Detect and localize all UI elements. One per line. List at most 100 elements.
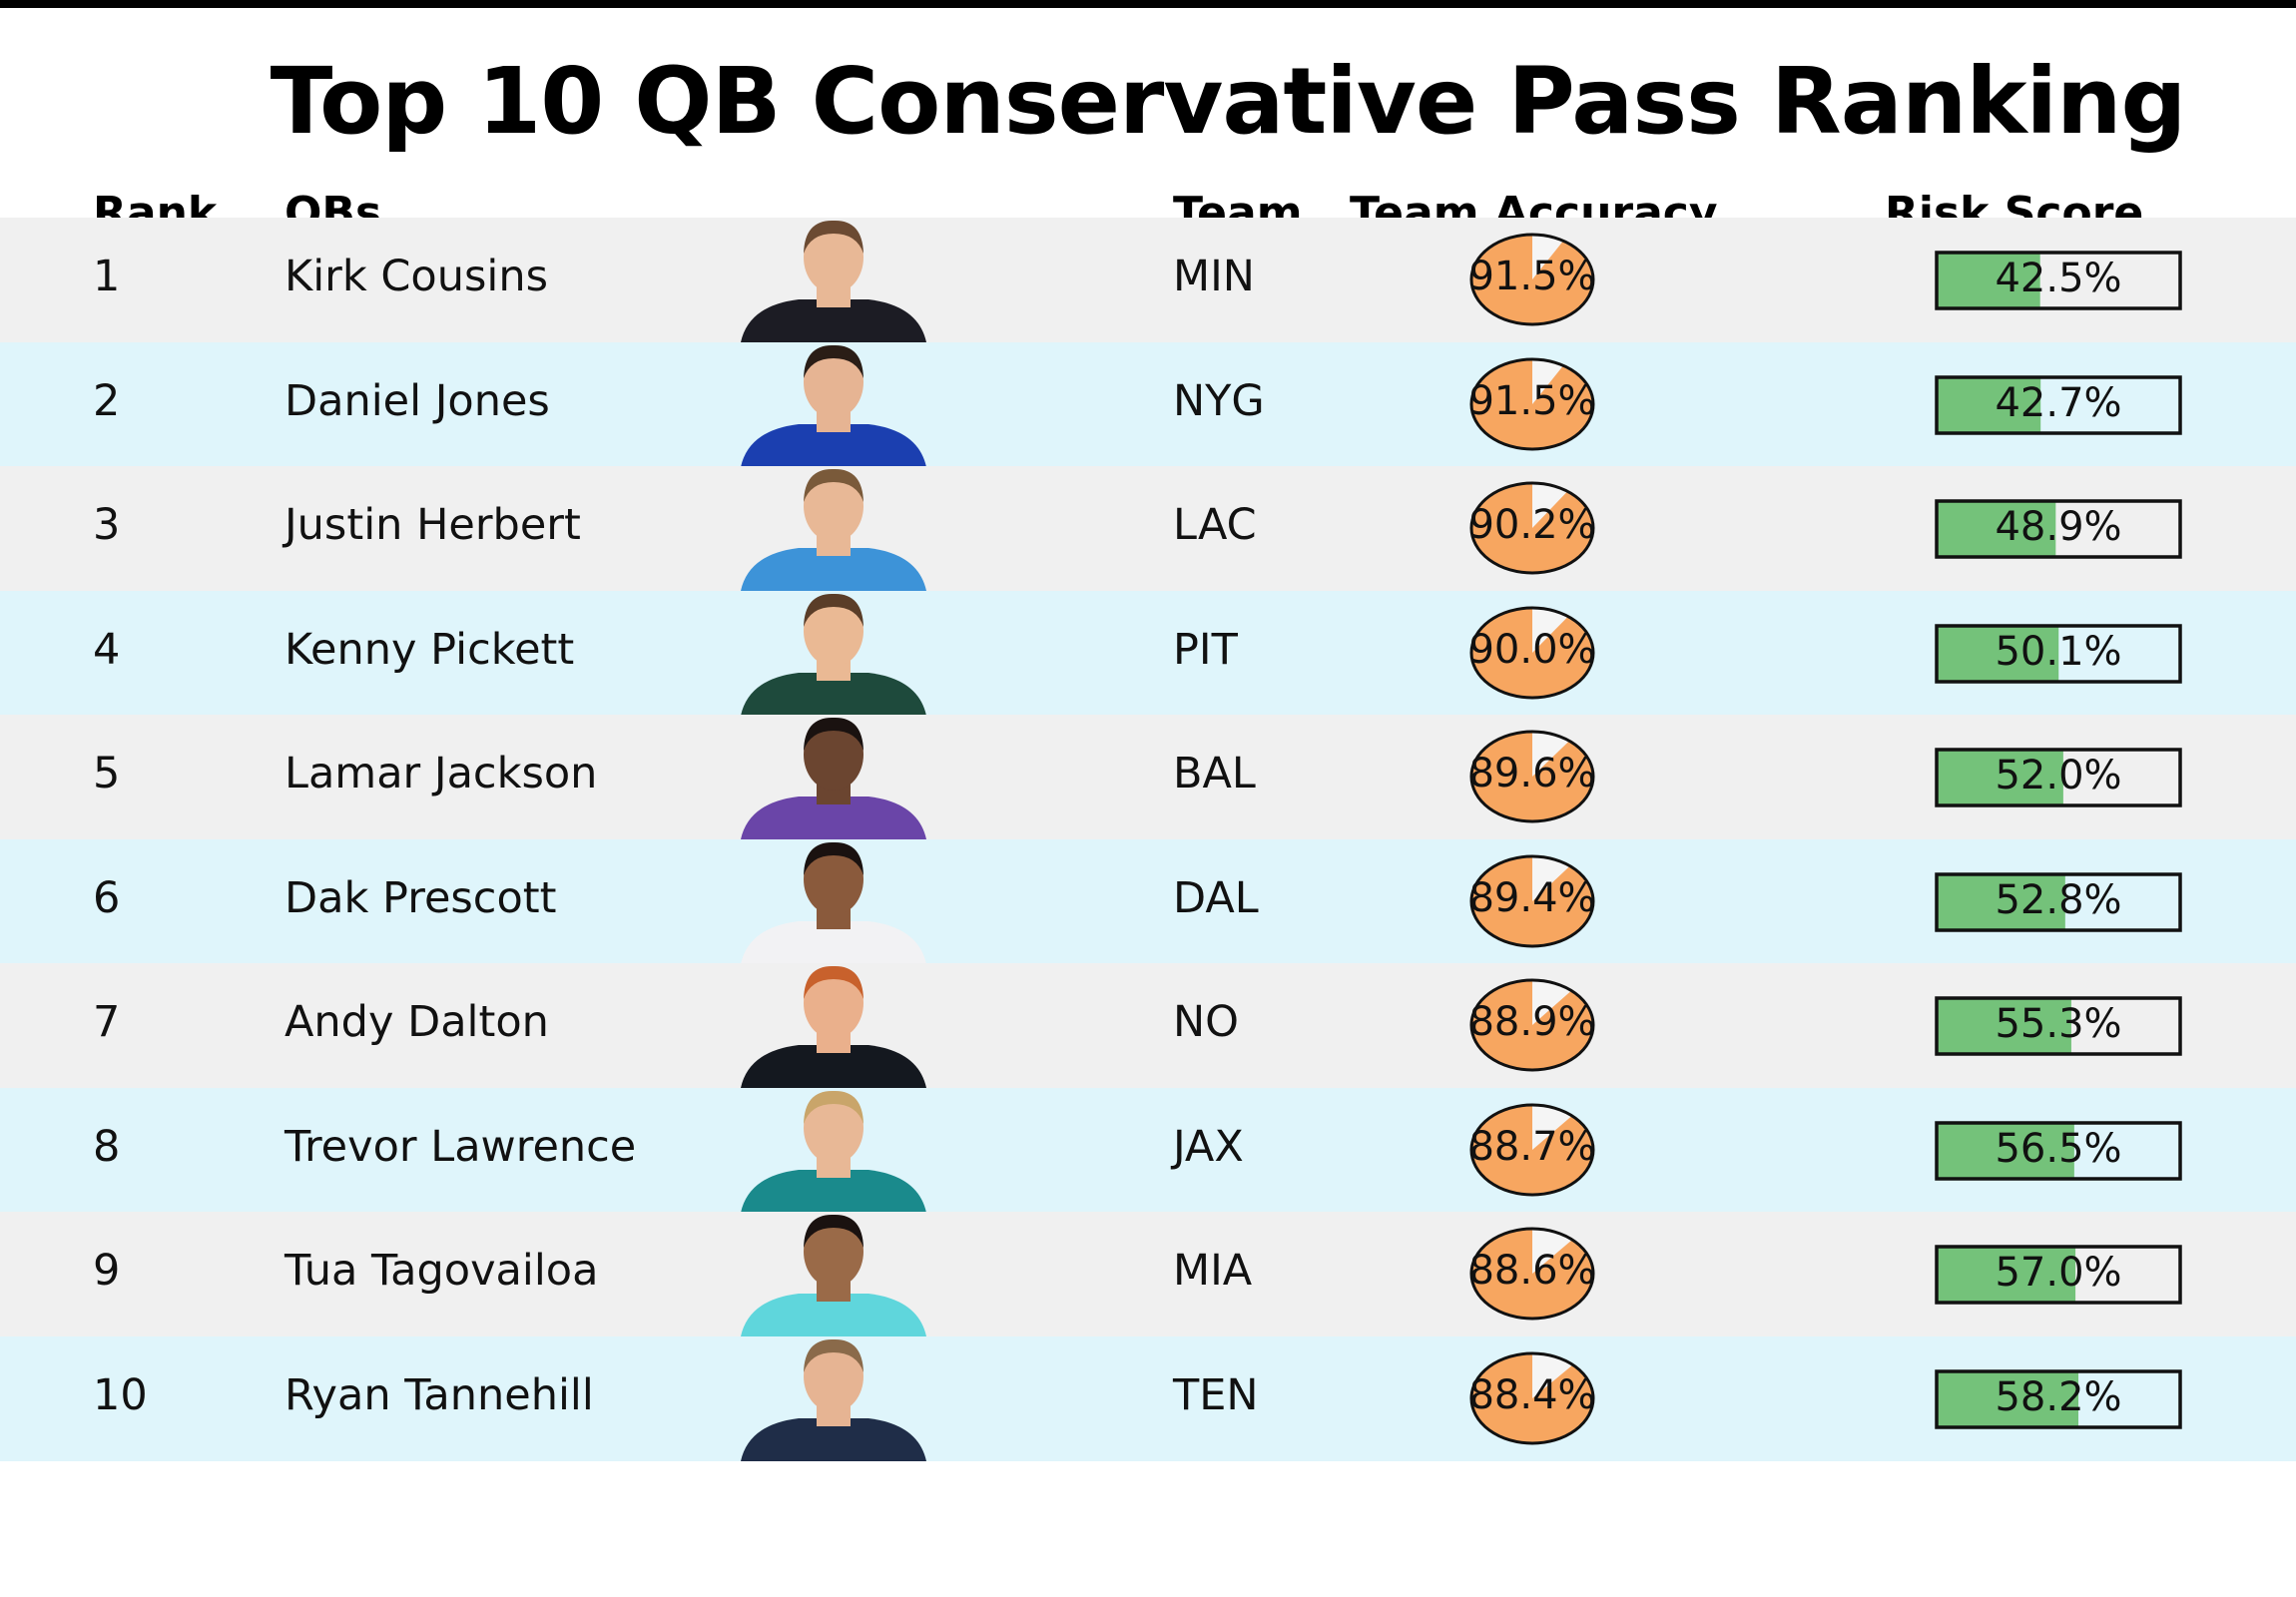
team-cell: PIT: [1173, 624, 1238, 675]
qb-name-cell: Justin Herbert: [285, 500, 581, 550]
hair-shape: [804, 965, 863, 999]
accuracy-pie: [1469, 481, 1595, 575]
pie-slice: [1471, 732, 1593, 821]
risk-bar-frame: [1935, 1368, 2182, 1429]
team-cell: TEN: [1173, 1369, 1259, 1420]
head-shape: [804, 1091, 863, 1164]
accuracy-label: 88.7%: [1468, 1123, 1596, 1170]
risk-bar-fill: [1937, 1122, 2074, 1179]
jersey-shape: [741, 1045, 926, 1088]
hair-shape: [804, 841, 863, 875]
rank-cell: 7: [93, 997, 121, 1047]
pie-outline: [1469, 1227, 1595, 1321]
table-row: 6 Dak Prescott DAL 89.4% 52.8%: [0, 838, 2296, 964]
jersey-shape: [741, 1294, 926, 1336]
accuracy-pie: [1469, 854, 1595, 947]
accuracy-pie: [1469, 978, 1595, 1072]
risk-bar-fill: [1937, 1370, 2079, 1427]
hair-shape: [804, 1338, 863, 1372]
qb-name-cell: Tua Tagovailoa: [285, 1246, 599, 1296]
risk-bar-fill: [1937, 501, 2056, 557]
risk-bar-fill: [1937, 376, 2041, 433]
risk-bar-frame: [1935, 1120, 2182, 1181]
risk-label: 48.9%: [1995, 504, 2122, 550]
head-shape: [804, 719, 863, 791]
qb-headshot: [741, 220, 926, 342]
risk-bar: [1935, 1368, 2182, 1429]
pie-slice: [1471, 1104, 1593, 1195]
pie-slice: [1471, 358, 1593, 449]
pie-outline: [1469, 978, 1595, 1072]
pie-slice: [1471, 235, 1593, 324]
jersey-shape: [741, 672, 926, 716]
pie-slice: [1471, 607, 1593, 698]
hair-shape: [804, 593, 863, 627]
qb-headshot: [741, 717, 926, 839]
risk-bar-frame: [1935, 499, 2182, 559]
team-cell: LAC: [1173, 500, 1257, 550]
table-row: 8 Trevor Lawrence JAX 88.7% 56.5%: [0, 1087, 2296, 1213]
qb-headshot: [741, 1090, 926, 1213]
accuracy-label: 90.2%: [1468, 502, 1596, 548]
pie-outline: [1469, 854, 1595, 947]
accuracy-label: 90.0%: [1468, 626, 1596, 673]
risk-bar-frame: [1935, 1245, 2182, 1305]
jersey-shape: [741, 797, 926, 839]
pie-outline: [1469, 357, 1595, 450]
jersey-shape: [741, 1169, 926, 1213]
chart-title: Top 10 QB Conservative Pass Ranking: [270, 48, 2187, 155]
accuracy-pie: [1469, 730, 1595, 823]
rank-cell: 8: [93, 1121, 121, 1172]
qb-name-cell: Kirk Cousins: [285, 252, 548, 301]
risk-bar-fill: [1937, 625, 2059, 682]
jersey-shape: [741, 1417, 926, 1461]
risk-bar-fill: [1937, 750, 2063, 805]
pie-outline: [1469, 1351, 1595, 1444]
rank-cell: 3: [93, 500, 121, 550]
table-row: 1 Kirk Cousins MIN 91.5% 42.5%: [0, 218, 2296, 342]
team-cell: BAL: [1173, 749, 1256, 798]
head-shape: [804, 594, 863, 667]
accuracy-label: 91.5%: [1468, 377, 1596, 424]
risk-label: 52.8%: [1995, 876, 2122, 923]
hair-shape: [804, 1214, 863, 1248]
head-shape: [804, 967, 863, 1039]
pie-slice: [1471, 483, 1593, 573]
qb-name-cell: Trevor Lawrence: [285, 1121, 637, 1172]
qb-headshot: [741, 593, 926, 716]
risk-bar: [1935, 251, 2182, 310]
risk-label: 57.0%: [1995, 1250, 2122, 1296]
qb-headshot: [741, 965, 926, 1088]
hair-shape: [804, 220, 863, 254]
hair-shape: [804, 344, 863, 378]
accuracy-pie: [1469, 1351, 1595, 1444]
risk-label: 42.5%: [1995, 256, 2122, 301]
risk-bar: [1935, 374, 2182, 435]
qb-headshot: [741, 1214, 926, 1336]
risk-bar-fill: [1937, 253, 2040, 308]
pie-outline: [1469, 1103, 1595, 1196]
risk-label: 42.7%: [1995, 379, 2122, 426]
risk-label: 50.1%: [1995, 628, 2122, 675]
accuracy-pie: [1469, 606, 1595, 699]
table-row: 3 Justin Herbert LAC 90.2% 48.9%: [0, 466, 2296, 591]
rank-cell: 10: [93, 1369, 148, 1420]
head-shape: [804, 1216, 863, 1288]
risk-bar-frame: [1935, 871, 2182, 932]
qb-name-cell: Ryan Tannehill: [285, 1369, 594, 1420]
risk-bar: [1935, 623, 2182, 684]
risk-bar-fill: [1937, 998, 2071, 1054]
accuracy-label: 88.6%: [1468, 1248, 1596, 1294]
hair-shape: [804, 1090, 863, 1124]
table-row: 10 Ryan Tannehill TEN 88.4% 58.2%: [0, 1335, 2296, 1461]
team-cell: JAX: [1173, 1121, 1244, 1172]
pie-outline: [1469, 606, 1595, 699]
risk-bar-fill: [1937, 1247, 2076, 1303]
qb-headshot: [741, 344, 926, 467]
team-cell: DAL: [1173, 872, 1259, 923]
rank-cell: 5: [93, 749, 121, 798]
qb-name-cell: Kenny Pickett: [285, 624, 575, 675]
risk-bar-frame: [1935, 623, 2182, 684]
team-cell: NO: [1173, 997, 1240, 1047]
rank-cell: 9: [93, 1246, 121, 1296]
